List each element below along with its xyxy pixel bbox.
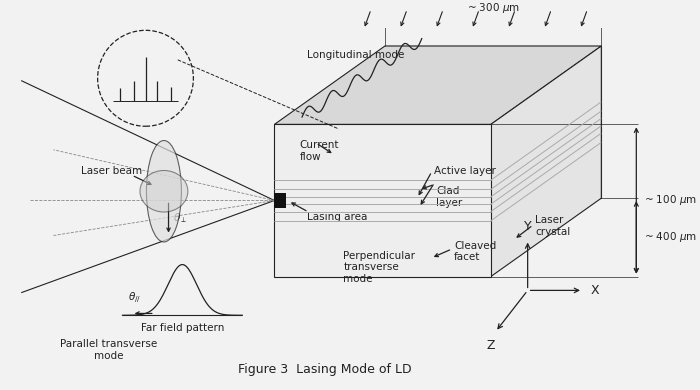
Polygon shape [385,46,601,198]
Polygon shape [274,46,601,124]
Text: Perpendicular
transverse
mode: Perpendicular transverse mode [344,251,416,284]
Text: ~ 400 $\mu$m: ~ 400 $\mu$m [644,230,696,245]
Text: Z: Z [486,339,495,352]
Text: X: X [590,284,599,297]
Text: Active layer: Active layer [434,167,496,176]
Text: ~ 100 $\mu$m: ~ 100 $\mu$m [644,193,696,207]
Polygon shape [274,124,491,277]
Polygon shape [491,46,601,277]
Text: Current
flow: Current flow [300,140,339,162]
Text: $\theta$$_\perp$: $\theta$$_\perp$ [173,211,188,225]
Text: Cleaved
facet: Cleaved facet [454,241,496,262]
Text: Laser beam: Laser beam [81,167,142,176]
Ellipse shape [140,170,188,212]
Text: Clad
layer: Clad layer [437,186,463,208]
Text: Figure 3  Lasing Mode of LD: Figure 3 Lasing Mode of LD [238,363,412,376]
Text: Parallel transverse
mode: Parallel transverse mode [60,339,158,361]
Text: Y: Y [524,220,531,233]
Text: Laser
crystal: Laser crystal [535,215,570,237]
Ellipse shape [146,140,181,242]
Text: $\theta_{//}$: $\theta_{//}$ [128,291,141,306]
Text: Longitudinal mode: Longitudinal mode [307,50,404,60]
Text: Far field pattern: Far field pattern [141,323,224,333]
Text: Lasing area: Lasing area [307,212,367,222]
Text: ~ 300 $\mu$m: ~ 300 $\mu$m [467,1,519,15]
Bar [274,193,286,208]
